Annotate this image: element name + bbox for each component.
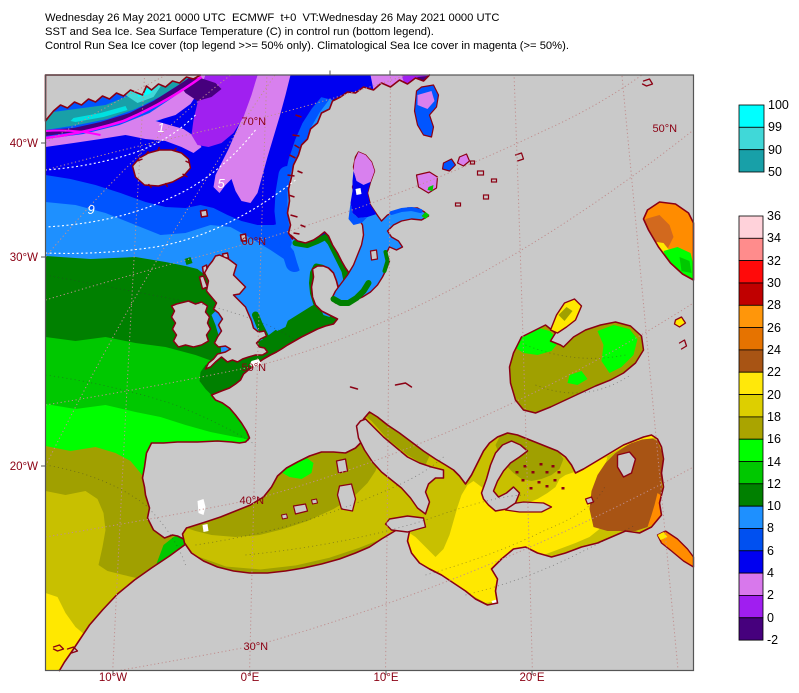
svg-text:22: 22 — [767, 365, 781, 379]
svg-text:40°W: 40°W — [10, 138, 38, 150]
svg-text:20°W: 20°W — [10, 461, 38, 473]
svg-text:4: 4 — [767, 566, 774, 580]
svg-text:1: 1 — [158, 120, 165, 135]
svg-text:10°W: 10°W — [99, 672, 127, 684]
svg-text:10: 10 — [767, 499, 781, 513]
svg-text:50°N: 50°N — [653, 123, 678, 135]
svg-text:16: 16 — [767, 432, 781, 446]
svg-text:30: 30 — [767, 276, 781, 290]
svg-text:30°W: 30°W — [10, 252, 38, 264]
svg-text:20: 20 — [767, 388, 781, 402]
svg-text:0: 0 — [767, 611, 774, 625]
svg-text:12: 12 — [767, 477, 781, 491]
svg-text:6: 6 — [767, 544, 774, 558]
svg-text:36: 36 — [767, 209, 781, 223]
svg-text:100: 100 — [768, 98, 789, 112]
svg-text:18: 18 — [767, 410, 781, 424]
svg-text:60°N: 60°N — [242, 236, 267, 248]
svg-text:90: 90 — [768, 143, 782, 157]
svg-text:30°N: 30°N — [244, 641, 269, 653]
svg-text:26: 26 — [767, 321, 781, 335]
svg-text:2: 2 — [767, 588, 774, 602]
svg-text:28: 28 — [767, 298, 781, 312]
svg-text:10°E: 10°E — [373, 672, 398, 684]
svg-text:24: 24 — [767, 343, 781, 357]
svg-text:40°N: 40°N — [240, 495, 265, 507]
svg-text:9: 9 — [88, 202, 95, 217]
svg-text:70°N: 70°N — [242, 116, 267, 128]
svg-text:99: 99 — [768, 120, 782, 134]
svg-text:32: 32 — [767, 254, 781, 268]
svg-text:20°E: 20°E — [519, 672, 544, 684]
svg-text:50°N: 50°N — [242, 362, 267, 374]
svg-text:14: 14 — [767, 455, 781, 469]
svg-text:-2: -2 — [767, 633, 778, 647]
svg-text:8: 8 — [767, 521, 774, 535]
svg-text:34: 34 — [767, 231, 781, 245]
svg-text:5: 5 — [218, 176, 226, 191]
svg-text:0°E: 0°E — [241, 672, 260, 684]
svg-text:50: 50 — [768, 165, 782, 179]
